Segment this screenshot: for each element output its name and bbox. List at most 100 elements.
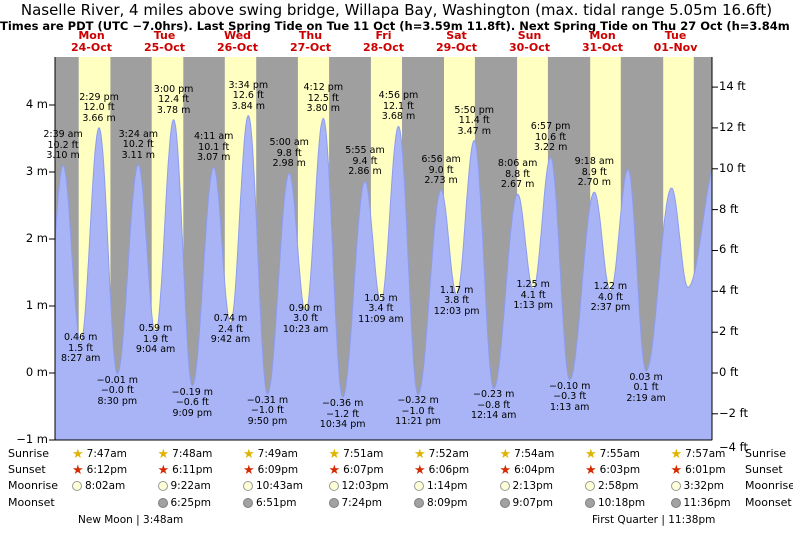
moonset-time: 9:07pm [512,497,553,509]
tide-label-line: 8:27 am [60,353,101,365]
y-axis-meter-label: 4 m [25,97,48,111]
moonrise-icon [585,481,595,491]
sunrise-cell: ★ 7:55am [585,447,640,461]
moonrise-icon [499,481,510,491]
tide-label-line: 12.1 ft [382,100,415,112]
y-axis-feet-label: 10 ft [719,160,746,175]
tide-label-line: 3.11 m [121,149,156,161]
moonset-time: 6:51pm [256,497,297,509]
moonrise-cell: 12:03pm [328,479,389,493]
tide-label-line: 10:23 am [282,323,329,335]
high-tide-label: 3:34 pm 12.6 ft 3.84 m [217,80,279,113]
low-tide-label: 0.46 m 1.5 ft 8:27 am [50,333,112,365]
moonrise-icon [243,481,253,491]
tide-label-line: 3.84 m [231,100,266,112]
day-label-date: 29-Oct [435,41,477,54]
tide-label-line: −0.0 ft [100,385,134,397]
tide-label-line: −0.23 m [473,389,515,401]
sunset-time: 6:06pm [428,464,470,476]
moonrise-icon [72,481,82,491]
low-tide-label: −0.23 m −0.8 ft 12:14 am [463,390,525,422]
sunset-star-icon: ★ [414,462,426,478]
tide-label-line: 2.98 m [272,158,306,170]
moonrise-time: 3:32pm [683,480,724,492]
low-tide-label: −0.32 m −1.0 ft 11:21 pm [387,396,449,428]
y-axis-meter-label: 0 m [25,365,48,379]
y-axis-feet-label: −2 ft [719,405,748,420]
moonrise-cell: 10:43am [243,479,303,493]
y-axis-feet-label: 14 ft [719,79,746,94]
tide-label-line: 3:00 pm [153,83,194,95]
sunset-time: 6:03pm [599,464,641,476]
tide-label-line: 2.4 ft [217,323,244,335]
sunset-time: 6:04pm [514,464,555,476]
moon-phase-new-moon: New Moon | 3:48am [78,514,184,526]
tide-label-line: −0.19 m [171,386,214,398]
sunrise-star-icon: ★ [243,446,255,462]
tide-label-line: 3.07 m [197,152,231,164]
low-tide-label: 1.05 m 3.4 ft 11:09 am [350,293,412,326]
tide-label-line: 11.4 ft [458,115,490,126]
day-label: Wed 26-Oct [201,30,274,54]
sunrise-time: 7:51am [343,448,384,460]
tide-label-line: 5:50 pm [454,104,495,116]
tide-label-line: −0.3 ft [553,391,587,403]
high-tide-label: 6:56 am 9.0 ft 2.73 m [410,155,472,187]
low-tide-label: 1.22 m 4.0 ft 2:37 pm [579,282,641,314]
day-label-weekday: Tue [664,29,687,42]
sunrise-time: 7:49am [257,448,298,460]
sunrise-cell: ★ 7:54am [500,447,555,461]
tide-label-line: 3.22 m [533,142,568,154]
low-tide-label: 1.25 m 4.1 ft 1:13 pm [502,280,564,312]
tide-label-line: 3.47 m [457,125,491,137]
tide-label-line: 2.67 m [500,179,535,191]
tide-label-line: 4.0 ft [597,291,623,303]
sunrise-time: 7:55am [599,448,640,460]
astro-row-label-right: Moonset [745,496,792,509]
low-tide-label: 0.74 m 2.4 ft 9:42 am [200,314,262,346]
y-axis-feet-label: 8 ft [719,201,739,216]
y-axis-feet-label: 6 ft [719,242,739,257]
high-tide-label: 3:00 pm 12.4 ft 3.78 m [143,83,205,117]
tide-label-line: 3.80 m [306,103,340,115]
moonrise-cell: 3:32pm [670,479,724,493]
day-label-weekday: Tue [153,29,176,42]
moonrise-time: 8:02am [85,480,126,492]
tide-label-line: 3.0 ft [293,313,319,325]
tide-label-line: 9.8 ft [276,147,302,159]
y-axis-feet-label: −4 ft [719,440,748,454]
tide-label-line: −0.31 m [246,394,289,406]
moonset-icon [243,498,253,508]
tide-label-line: −1.0 ft [250,405,284,417]
moonset-time: 8:09pm [427,497,468,509]
tide-label-line: −0.6 ft [175,397,209,409]
sunrise-time: 7:48am [172,448,213,460]
day-label-weekday: Sun [517,29,542,42]
tide-label-line: 6:56 am [421,154,461,166]
tide-label-line: 12:03 pm [433,305,480,317]
tide-label-line: 12.4 ft [158,94,190,106]
high-tide-label: 8:06 am 8.8 ft 2.67 m [487,159,549,191]
tide-label-line: 8:30 pm [97,395,138,407]
tide-label-line: 3.8 ft [444,295,470,307]
sunset-cell: ★ 6:07pm [329,463,384,477]
day-label-weekday: Thu [298,29,323,42]
day-label-date: 25-Oct [143,41,185,54]
tide-label-line: 11:09 am [358,313,404,325]
sunrise-cell: ★ 7:49am [243,447,298,461]
high-tide-label: 2:29 pm 12.0 ft 3.66 m [68,91,130,125]
moonset-icon [157,498,168,508]
tide-label-line: 10.1 ft [198,141,230,153]
low-tide-label: −0.10 m −0.3 ft 1:13 am [539,381,601,414]
sunrise-star-icon: ★ [585,446,597,462]
day-label: Fri 28-Oct [347,30,420,54]
tide-label-line: 9:09 pm [172,407,213,419]
tide-label-line: 12.0 ft [83,102,115,114]
day-label-date: 24-Oct [70,41,112,54]
tide-label-line: 3.10 m [46,150,80,162]
day-label: Tue 01-Nov [639,30,712,54]
tide-label-line: 2:29 pm [79,91,119,103]
day-label: Mon 24-Oct [55,30,128,54]
tide-label-line: 8.8 ft [505,168,531,180]
